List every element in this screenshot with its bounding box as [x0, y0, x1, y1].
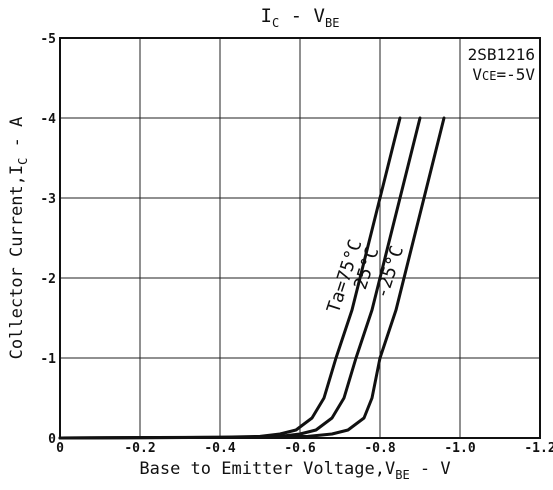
- chart-title: IC - VBE: [261, 5, 340, 30]
- y-axis-ticks: 0 -1 -2 -3 -4 -5: [40, 32, 56, 447]
- y-tick-label: 0: [48, 432, 56, 447]
- y-tick-label: -2: [40, 272, 56, 287]
- x-tick-label: -0.8: [364, 441, 395, 456]
- curve-labels: Ta=75°C25°C-25°C: [323, 237, 408, 316]
- curves: [58, 116, 446, 440]
- y-tick-label: -5: [40, 32, 56, 47]
- x-tick-label: -0.4: [204, 441, 235, 456]
- y-tick-label: -1: [40, 352, 56, 367]
- x-tick-label: -1.2: [524, 441, 553, 456]
- annotation: 2SB1216 VCE=-5V: [468, 45, 536, 84]
- x-tick-label: -0.2: [124, 441, 155, 456]
- y-tick-label: -3: [40, 192, 56, 207]
- x-tick-label: -0.6: [284, 441, 315, 456]
- annotation-device: 2SB1216: [468, 45, 535, 64]
- y-tick-label: -4: [40, 112, 56, 127]
- x-axis-ticks: 0 -0.2 -0.4 -0.6 -0.8 -1.0 -1.2: [56, 441, 553, 456]
- x-axis-label: Base to Emitter Voltage,VBE - V: [139, 459, 450, 482]
- y-axis-label: Collector Current,IC - A: [7, 117, 30, 360]
- x-tick-label: -1.0: [444, 441, 475, 456]
- series-line: [58, 116, 446, 440]
- grid: [60, 38, 540, 438]
- x-tick-label: 0: [56, 441, 64, 456]
- annotation-condition: VCE=-5V: [472, 65, 535, 84]
